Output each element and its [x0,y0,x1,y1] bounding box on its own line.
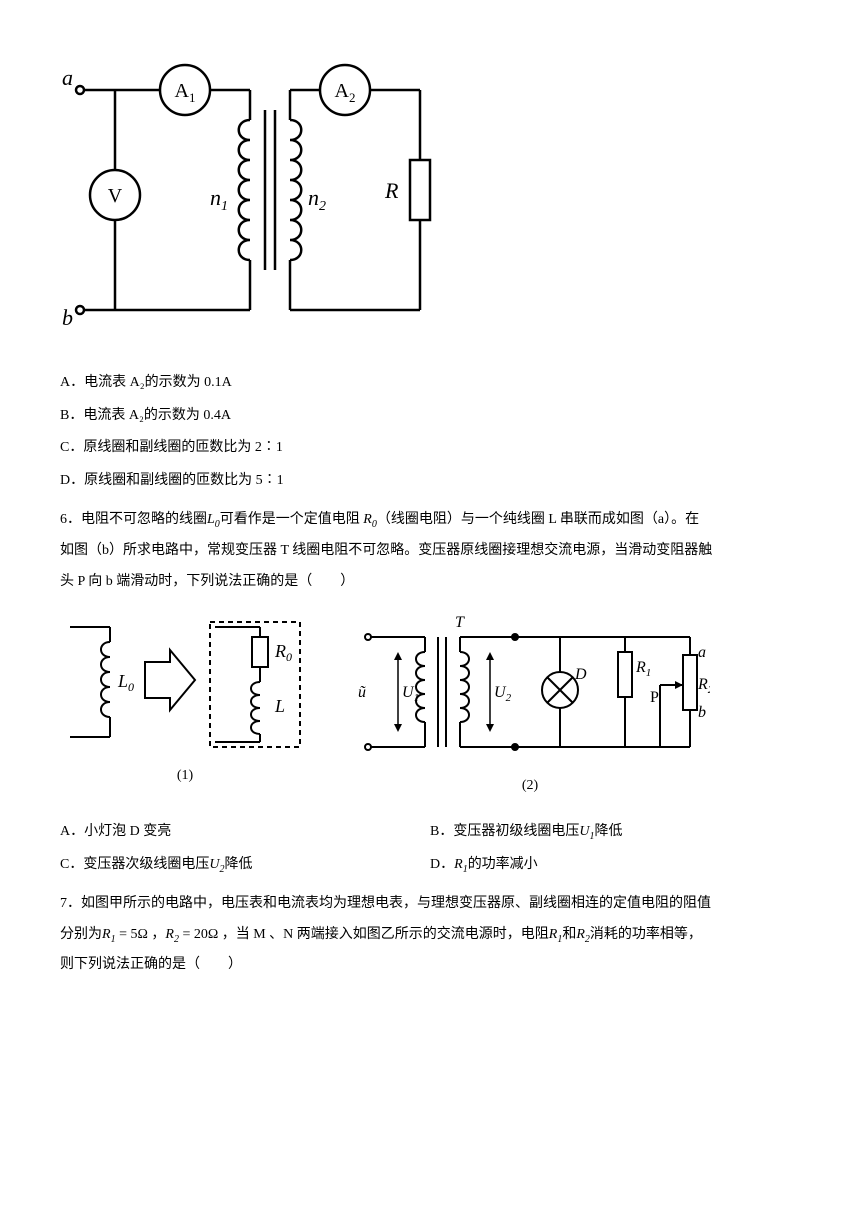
p-label: P [650,689,659,706]
terminal-a-label: a [62,65,73,90]
q5-option-a: A．电流表 A₂的示数为 0.1A [60,368,800,399]
q5-option-d: D．原线圈和副线圈的匝数比为 5∶1 [60,466,800,497]
d-label: D [574,666,587,683]
q5-option-c: C．原线圈和副线圈的匝数比为 2∶1 [60,433,800,464]
t-label: T [455,614,465,631]
n1-label: n1 [210,185,228,214]
l0-label: L0 [117,671,134,694]
q5-option-b: B．电流表 A₂的示数为 0.4A [60,401,800,432]
l-label: L [274,696,285,716]
b-label: b [698,704,706,721]
q6-option-a: A．小灯泡 D 变亮 [60,817,430,848]
q7-text: 7．如图甲所示的电路中，电压表和电流表均为理想电表，与理想变压器原、副线圈相连的… [60,889,800,981]
r1-label: R1 [635,659,651,679]
q6-text: 6．电阻不可忽略的线圈L0可看作是一个定值电阻 R0（线圈电阻）与一个纯线圈 L… [60,505,800,597]
r2-label: R2 [697,676,710,696]
q6-option-b: B．变压器初级线圈电压U1降低 [430,817,800,848]
fig2-caption-2: (2) [522,771,538,802]
n2-label: n2 [308,185,326,214]
a-label: a [698,644,706,661]
figure-q6: L0 R0 L (1) [60,607,800,802]
circuit-svg-1: a b n1 n2 R A1 A2 V [60,50,440,340]
fig2-caption-1: (1) [177,761,193,792]
q6-option-d: D．R1的功率减小 [430,850,800,881]
q6-options-row2: C．变压器次级线圈电压U2降低 D．R1的功率减小 [60,850,800,881]
r-label: R [384,178,399,203]
v-meter-label: V [108,185,123,207]
u2-label: U2 [494,684,512,704]
circuit-svg-2b: T ũ U1 U2 D R1 R2 a b P [350,607,710,767]
u-tilde-label: ũ [358,684,366,701]
figure-transformer-circuit: a b n1 n2 R A1 A2 V [60,50,800,353]
r0-label: R0 [274,641,292,664]
circuit-svg-2a: L0 R0 L [60,607,310,757]
q6-options-row1: A．小灯泡 D 变亮 B．变压器初级线圈电压U1降低 [60,817,800,848]
q6-option-c: C．变压器次级线圈电压U2降低 [60,850,430,881]
terminal-b-label: b [62,305,73,330]
